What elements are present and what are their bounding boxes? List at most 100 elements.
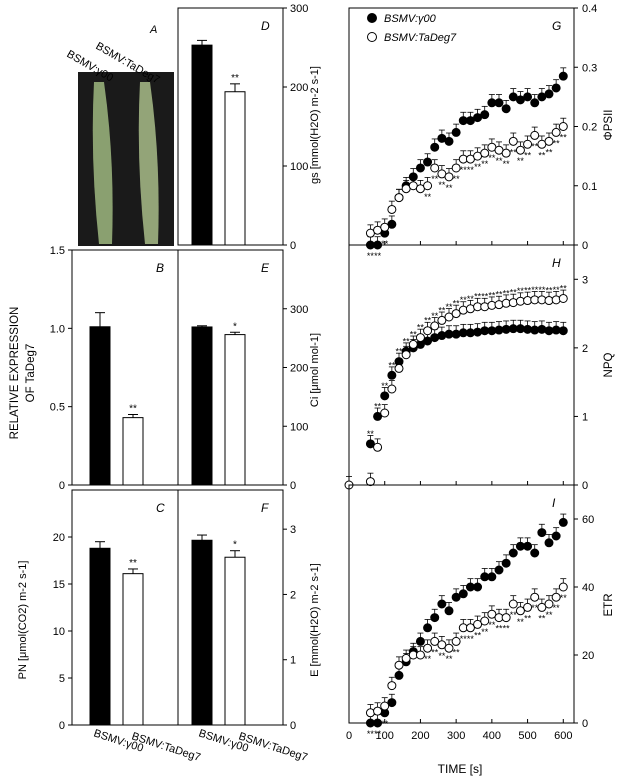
sig-i: ** <box>467 634 475 644</box>
frame-h <box>348 244 575 486</box>
ytick-label-b: 1.5 <box>50 245 65 257</box>
point-i-knockdown <box>508 599 518 609</box>
ytick-label-i: 20 <box>582 650 594 662</box>
point-g-knockdown <box>394 193 404 203</box>
point-g-knockdown <box>444 172 454 182</box>
bar-c-knockdown <box>122 573 144 726</box>
ytick-label-b: 1.0 <box>50 323 65 335</box>
sig-i: ** <box>460 634 468 644</box>
sig-i: ** <box>431 647 439 657</box>
bar-f-knockdown <box>224 556 246 726</box>
point-i-knockdown <box>465 623 475 633</box>
point-h-knockdown <box>430 321 440 331</box>
point-g-knockdown <box>523 139 533 149</box>
point-i-control <box>437 599 447 609</box>
sig-g: ** <box>374 251 382 261</box>
ytick-label-e: 300 <box>290 304 308 316</box>
ytick-label-d: 200 <box>290 82 308 94</box>
point-i-knockdown <box>473 619 483 629</box>
point-g-knockdown <box>451 163 461 173</box>
point-g-knockdown <box>558 122 568 131</box>
bar-panels: 00.51.01.5**B05101520**C0100200300**D010… <box>50 3 309 732</box>
sig-i: ** <box>503 624 511 634</box>
point-i-control <box>373 718 383 728</box>
frame-i <box>348 484 575 724</box>
legend-label-treatment: BSMV:TaDeg7 <box>384 32 457 44</box>
point-h-knockdown <box>373 442 383 452</box>
xtick-label-i: 300 <box>447 730 465 742</box>
sig-h: ** <box>553 285 561 295</box>
sig-h: ** <box>438 305 446 315</box>
point-g-control <box>494 98 504 108</box>
point-i-knockdown <box>387 681 397 691</box>
point-i-knockdown <box>423 643 433 653</box>
point-i-control <box>394 670 404 680</box>
ytick-label-i: 0 <box>582 718 588 730</box>
sig-g: ** <box>545 147 553 157</box>
xtick-label-i: 0 <box>346 730 352 742</box>
sig-h: ** <box>381 381 389 391</box>
ytick-label-f: 0 <box>290 720 296 732</box>
point-g-control <box>444 136 454 146</box>
sig-i: ** <box>545 610 553 620</box>
point-h-knockdown <box>380 408 390 418</box>
point-h-knockdown <box>415 333 425 343</box>
panel-c: 0 5 10 15 20 ** C <box>53 489 179 732</box>
sig-g: ** <box>431 174 439 184</box>
point-i-knockdown <box>523 602 533 612</box>
point-h-control <box>437 331 447 341</box>
point-g-knockdown <box>387 204 397 214</box>
point-h-control <box>451 329 461 339</box>
point-h-knockdown <box>558 293 568 303</box>
sig-i: ** <box>481 627 489 637</box>
sig-g: ** <box>517 156 525 166</box>
bar-e-knockdown <box>224 334 246 486</box>
panel-g: 00.10.20.30.4** ********** ****** ** ** **** *… <box>348 3 597 261</box>
legend: BSMV:γ00 BSMV:TaDeg7 <box>367 13 457 44</box>
ylabel-e: Ci [μmol mol-1] <box>309 333 321 407</box>
sig-h: ** <box>531 285 539 295</box>
sig-d: ** <box>231 73 239 84</box>
point-i-knockdown <box>480 616 490 626</box>
point-g-knockdown <box>423 181 433 191</box>
point-h-knockdown <box>480 302 490 312</box>
leaf-photo <box>78 72 174 246</box>
point-g-knockdown <box>480 148 490 158</box>
point-g-control <box>530 98 540 108</box>
sig-g: ** <box>381 239 389 249</box>
point-g-control <box>558 71 568 81</box>
ytick-label-e: 0 <box>290 480 296 492</box>
ytick-label-g: 0.4 <box>582 3 597 15</box>
bar-c-control <box>89 547 111 726</box>
point-i-control <box>551 531 561 541</box>
point-h-control <box>373 411 383 421</box>
point-i-control <box>501 558 511 568</box>
xtick-label-i: 100 <box>376 730 394 742</box>
point-i-control <box>444 606 454 616</box>
sig-i: ** <box>488 620 496 630</box>
point-g-control <box>451 127 461 137</box>
ylabel-c: PN [μmol(CO2) m-2 s-1] <box>17 561 29 680</box>
point-i-control <box>487 572 497 582</box>
point-h-knockdown <box>387 384 397 394</box>
ytick-label-c: 5 <box>59 673 65 685</box>
sig-g: ** <box>531 141 539 151</box>
sig-i: ** <box>560 593 568 603</box>
point-i-knockdown <box>451 636 461 646</box>
point-h-control <box>473 327 483 337</box>
sig-h: ** <box>417 323 425 333</box>
sig-i: ** <box>538 613 546 623</box>
ylabel-d: gs [mmol(H2O) m-2 s-1] <box>309 66 321 184</box>
point-i-knockdown <box>515 606 525 616</box>
sig-e: * <box>233 321 237 332</box>
point-g-control <box>501 104 511 114</box>
point-i-control <box>544 538 554 548</box>
panel-label-c: C <box>156 501 165 515</box>
point-g-knockdown <box>508 136 518 146</box>
legend-marker-control <box>367 13 377 23</box>
ytick-label-h: 1 <box>582 411 588 423</box>
sig-h: ** <box>545 286 553 296</box>
point-h-knockdown <box>451 309 461 319</box>
sig-i: ** <box>531 603 539 613</box>
